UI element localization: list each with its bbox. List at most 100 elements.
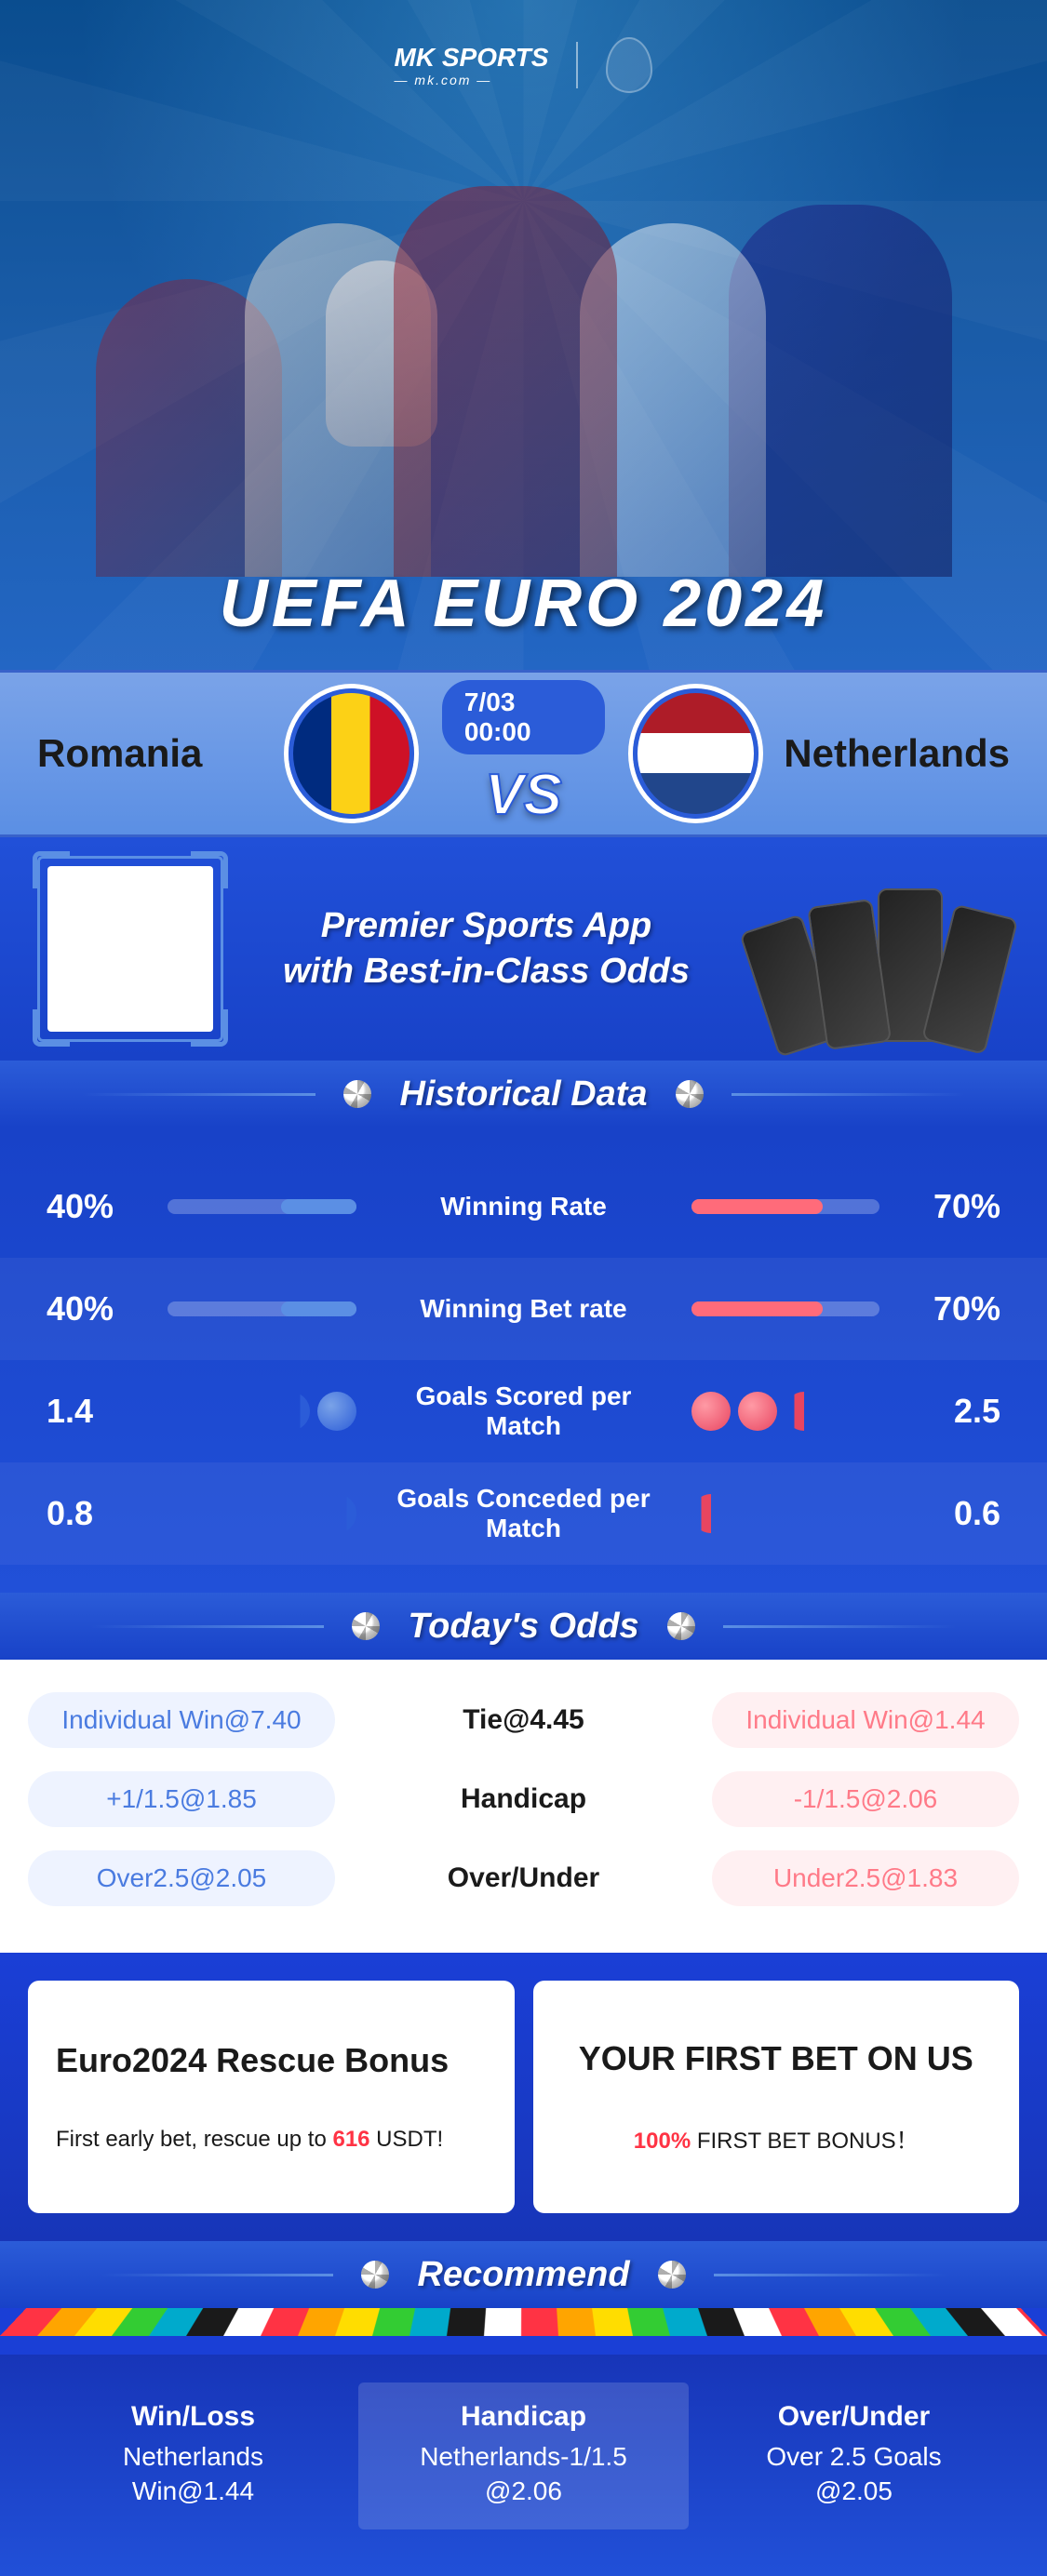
hist-row: 40% Winning Rate 70% — [0, 1155, 1047, 1258]
odds-body: Individual Win@7.40 Tie@4.45 Individual … — [0, 1660, 1047, 1953]
mk-sports-logo: MK SPORTS — mk.com — — [395, 43, 549, 87]
section-title-historical: Historical Data — [0, 1061, 1047, 1128]
ball-icon — [361, 2261, 389, 2289]
recommend-column[interactable]: Over/Under Over 2.5 Goals @2.05 — [689, 2382, 1019, 2529]
recommend-body: Win/Loss Netherlands Win@1.44 Handicap N… — [0, 2355, 1047, 2576]
logo-row: MK SPORTS — mk.com — — [395, 37, 653, 93]
players-row — [0, 158, 1047, 577]
promo-line1: Premier Sports App — [321, 906, 651, 945]
rec-head: Over/Under — [707, 2401, 1000, 2433]
flag-netherlands-icon — [633, 688, 758, 819]
phones-mockup — [749, 856, 1010, 1042]
rec-line: Netherlands — [47, 2442, 340, 2472]
odds-pill-right[interactable]: -1/1.5@2.06 — [712, 1771, 1019, 1827]
logo-brand: MK SPORTS — [395, 43, 549, 72]
bonus-card-firstbet[interactable]: YOUR FIRST BET ON US 100% FIRST BET BONU… — [533, 1981, 1020, 2213]
bonus-row: Euro2024 Rescue Bonus First early bet, r… — [0, 1953, 1047, 2241]
section-title-odds: Today's Odds — [0, 1593, 1047, 1660]
hist-right-value: 70% — [907, 1187, 1000, 1226]
club-badge-icon — [606, 37, 652, 93]
promo-line2: with Best-in-Class Odds — [283, 952, 690, 991]
hist-label: Winning Bet rate — [384, 1294, 664, 1324]
hist-right-value: 2.5 — [907, 1392, 1000, 1431]
bonus-firstbet-sub: 100% FIRST BET BONUS！ — [561, 2122, 992, 2155]
hist-left-value: 40% — [47, 1187, 140, 1226]
odds-center-label: Handicap — [363, 1783, 684, 1815]
hist-row: 1.4 Goals Scored per Match 2.5 — [0, 1360, 1047, 1462]
team-name-left: Romania — [37, 731, 289, 776]
ball-icon — [658, 2261, 686, 2289]
hist-right-value: 0.6 — [907, 1494, 1000, 1533]
historical-data: 40% Winning Rate 70% 40% Winning Bet rat… — [0, 1128, 1047, 1593]
half-ball-icon — [785, 1392, 804, 1431]
rec-head: Handicap — [377, 2401, 670, 2433]
bonus-card-rescue[interactable]: Euro2024 Rescue Bonus First early bet, r… — [28, 1981, 515, 2213]
hist-label: Goals Scored per Match — [384, 1381, 664, 1441]
ball-icon — [691, 1392, 731, 1431]
odds-center-label: Tie@4.45 — [363, 1704, 684, 1736]
ball-icon — [343, 1080, 371, 1108]
hist-bar-right — [691, 1199, 880, 1214]
rec-line: @2.06 — [377, 2476, 670, 2506]
qr-code-frame[interactable] — [37, 856, 223, 1042]
half-ball-icon — [691, 1494, 711, 1533]
hist-bar-right — [691, 1301, 880, 1316]
hist-balls-right — [691, 1494, 880, 1533]
hist-bar-left — [168, 1301, 356, 1316]
bonus-rescue-sub: First early bet, rescue up to 616 USDT! — [56, 2127, 487, 2153]
logo-divider — [576, 42, 578, 88]
rec-line: @2.05 — [707, 2476, 1000, 2506]
odds-row: +1/1.5@1.85 Handicap -1/1.5@2.06 — [28, 1767, 1019, 1832]
team-name-right: Netherlands — [758, 731, 1010, 776]
vs-block: 7/03 00:00 VS — [442, 680, 605, 828]
promo-text: Premier Sports App with Best-in-Class Od… — [261, 903, 712, 995]
odds-pill-left[interactable]: Individual Win@7.40 — [28, 1692, 335, 1748]
ball-icon — [738, 1392, 777, 1431]
section-title-recommend: Recommend — [0, 2241, 1047, 2308]
hist-left-value: 1.4 — [47, 1392, 140, 1431]
app-promo: Premier Sports App with Best-in-Class Od… — [0, 837, 1047, 1061]
hist-row: 40% Winning Bet rate 70% — [0, 1258, 1047, 1360]
hero-title: UEFA EURO 2024 — [0, 566, 1047, 642]
recommend-title: Recommend — [417, 2255, 629, 2295]
ball-icon — [667, 1612, 695, 1640]
odds-row: Individual Win@7.40 Tie@4.45 Individual … — [28, 1688, 1019, 1753]
odds-pill-left[interactable]: +1/1.5@1.85 — [28, 1771, 335, 1827]
ball-icon — [352, 1612, 380, 1640]
vs-text: VS — [485, 762, 562, 828]
odds-pill-left[interactable]: Over2.5@2.05 — [28, 1850, 335, 1906]
ball-icon — [676, 1080, 704, 1108]
hist-bar-left — [168, 1199, 356, 1214]
rec-line: Over 2.5 Goals — [707, 2442, 1000, 2472]
recommend-column[interactable]: Win/Loss Netherlands Win@1.44 — [28, 2382, 358, 2529]
odds-pill-right[interactable]: Under2.5@1.83 — [712, 1850, 1019, 1906]
hero-banner: MK SPORTS — mk.com — UEFA EURO 2024 — [0, 0, 1047, 670]
half-ball-icon — [290, 1392, 310, 1431]
qr-code-icon — [47, 866, 213, 1032]
match-bar: Romania 7/03 00:00 VS Netherlands — [0, 670, 1047, 837]
match-time: 7/03 00:00 — [442, 680, 605, 754]
bonus-rescue-title: Euro2024 Rescue Bonus — [56, 2041, 487, 2080]
logo-domain: — mk.com — — [395, 73, 549, 87]
hist-label: Winning Rate — [384, 1192, 664, 1221]
odds-row: Over2.5@2.05 Over/Under Under2.5@1.83 — [28, 1846, 1019, 1911]
historical-title: Historical Data — [399, 1074, 647, 1114]
rec-line: Win@1.44 — [47, 2476, 340, 2506]
rec-head: Win/Loss — [47, 2401, 340, 2433]
hist-balls-left — [168, 1494, 356, 1533]
hist-left-value: 40% — [47, 1289, 140, 1328]
hist-right-value: 70% — [907, 1289, 1000, 1328]
hist-left-value: 0.8 — [47, 1494, 140, 1533]
odds-center-label: Over/Under — [363, 1862, 684, 1894]
player-silhouette — [394, 186, 617, 577]
odds-pill-right[interactable]: Individual Win@1.44 — [712, 1692, 1019, 1748]
rec-line: Netherlands-1/1.5 — [377, 2442, 670, 2472]
hist-label: Goals Conceded per Match — [384, 1484, 664, 1543]
hist-balls-right — [691, 1392, 880, 1431]
hist-row: 0.8 Goals Conceded per Match 0.6 — [0, 1462, 1047, 1565]
bonus-firstbet-title: YOUR FIRST BET ON US — [561, 2039, 992, 2078]
odds-title: Today's Odds — [408, 1607, 638, 1647]
recommend-column[interactable]: Handicap Netherlands-1/1.5 @2.06 — [358, 2382, 689, 2529]
ball-icon — [317, 1392, 356, 1431]
flag-romania-icon — [289, 688, 414, 819]
